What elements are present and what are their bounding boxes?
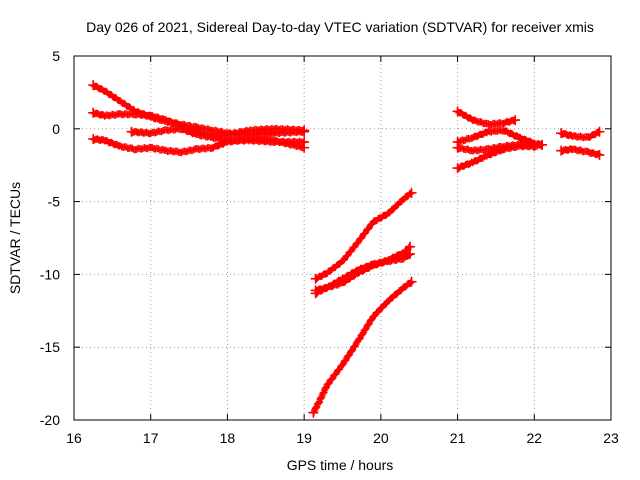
y-tick-label: -15 [40, 339, 60, 355]
series-arc12 [452, 141, 540, 174]
series-endpoint-marker [406, 187, 417, 198]
series-endpoint-marker [452, 106, 463, 117]
series-endpoint-marker [88, 80, 99, 91]
y-axis-label: SDTVAR / TECUs [7, 182, 23, 294]
series-endpoint-marker [406, 276, 417, 287]
series-endpoint-marker [529, 141, 540, 152]
series-arc13 [556, 126, 605, 142]
series-endpoint-marker [510, 115, 521, 126]
series-endpoint-marker [536, 139, 547, 150]
plot-frame [73, 55, 612, 421]
series-endpoint-marker [299, 136, 310, 147]
x-tick-label: 18 [220, 430, 236, 446]
x-tick-label: 16 [66, 430, 82, 446]
series-marks [557, 145, 604, 159]
series-endpoint-marker [452, 163, 463, 174]
chart-title: Day 026 of 2021, Sidereal Day-to-day VTE… [86, 19, 594, 35]
data-series [88, 80, 605, 418]
series-endpoint-marker [310, 273, 321, 284]
series-endpoint-marker [310, 288, 321, 299]
x-tick-label: 22 [526, 430, 542, 446]
x-axis-label: GPS time / hours [287, 457, 394, 473]
series-endpoint-marker [452, 142, 463, 153]
series-endpoint-marker [556, 145, 567, 156]
series-marks [454, 107, 519, 129]
series-arc5 [310, 187, 417, 284]
series-arc7 [310, 249, 416, 299]
series-endpoint-marker [594, 150, 605, 161]
series-endpoint-marker [88, 133, 99, 144]
series-arc14 [556, 145, 605, 161]
x-tick-label: 19 [296, 430, 312, 446]
series-endpoint-marker [405, 249, 416, 260]
axis-ticks: 16 17 18 19 20 21 22 23 5 0 -5 -10 -15 -20 [40, 48, 619, 446]
series-endpoint-marker [556, 128, 567, 139]
series-endpoint-marker [594, 126, 605, 137]
x-tick-label: 17 [143, 430, 159, 446]
series-endpoint-marker [88, 107, 99, 118]
y-tick-label: 0 [52, 121, 60, 137]
y-tick-label: -10 [40, 266, 60, 282]
series-endpoint-marker [299, 125, 310, 136]
y-tick-label: -5 [48, 194, 61, 210]
y-tick-label: -20 [40, 412, 60, 428]
series-endpoint-marker [308, 407, 319, 418]
y-tick-label: 5 [52, 48, 60, 64]
x-tick-label: 21 [450, 430, 466, 446]
x-tick-label: 23 [603, 430, 619, 446]
series-arc9 [452, 106, 521, 129]
x-tick-label: 20 [373, 430, 389, 446]
series-endpoint-marker [126, 126, 137, 137]
series-arc4 [126, 125, 310, 147]
series-marks [557, 128, 604, 142]
series-arc8 [308, 276, 417, 418]
